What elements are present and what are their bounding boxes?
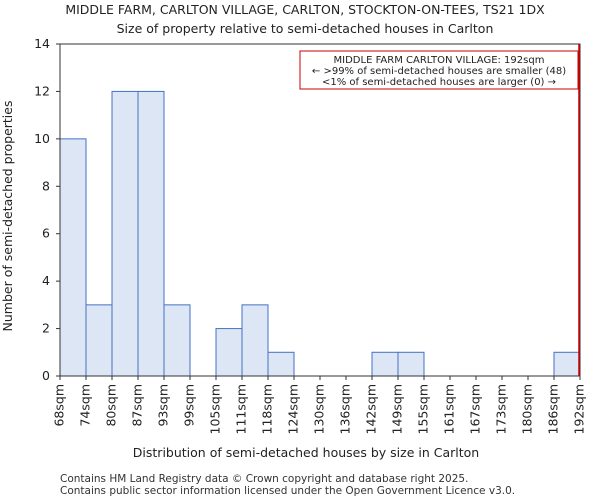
y-tick-label: 2 xyxy=(42,321,50,336)
annotation-line-1: MIDDLE FARM CARLTON VILLAGE: 192sqm xyxy=(334,55,545,66)
x-tick-label-167sqm: 167sqm xyxy=(468,384,483,434)
x-tick-label-111sqm: 111sqm xyxy=(234,384,249,434)
x-tick-label-142sqm: 142sqm xyxy=(364,384,379,434)
y-tick-label: 12 xyxy=(34,83,50,98)
bar-149sqm xyxy=(397,351,425,377)
y-tick-label: 8 xyxy=(42,178,50,193)
x-tick-label-173sqm: 173sqm xyxy=(494,384,509,434)
x-tick-label-161sqm: 161sqm xyxy=(442,384,457,434)
bar-93sqm xyxy=(163,304,191,377)
bar-118sqm xyxy=(267,351,295,377)
y-axis-ticks: 0 2 4 6 8 10 12 14 xyxy=(34,36,60,383)
annotation-line-2: ← >99% of semi-detached houses are small… xyxy=(312,66,566,77)
y-axis-label: Number of semi-detached properties xyxy=(0,101,15,332)
x-axis-ticks: 68sqm 74sqm 80sqm 87sqm 93sqm 99sqm 105sqm 111s… xyxy=(52,376,587,434)
x-tick-label-118sqm: 118sqm xyxy=(260,384,275,434)
x-tick-label-93sqm: 93sqm xyxy=(156,384,171,427)
annotation-line-3: <1% of semi-detached houses are larger (… xyxy=(322,77,556,88)
x-tick-label-180sqm: 180sqm xyxy=(520,384,535,434)
x-tick-label-186sqm: 186sqm xyxy=(546,384,561,434)
x-tick-label-155sqm: 155sqm xyxy=(416,384,431,434)
bar-74sqm xyxy=(85,304,113,377)
x-tick-label-192sqm: 192sqm xyxy=(572,384,587,434)
footer-line-2: Contains public sector information licen… xyxy=(60,485,515,497)
y-tick-label: 10 xyxy=(34,131,50,146)
annotation-box xyxy=(299,50,579,90)
x-tick-label-68sqm: 68sqm xyxy=(52,384,67,427)
y-tick-label: 14 xyxy=(34,36,50,51)
bar-68sqm xyxy=(59,138,87,377)
x-tick-label-130sqm: 130sqm xyxy=(312,384,327,434)
x-tick-label-87sqm: 87sqm xyxy=(130,384,145,427)
y-tick-label: 6 xyxy=(42,226,50,241)
x-tick-label-105sqm: 105sqm xyxy=(208,384,223,434)
plot-frame xyxy=(59,43,581,377)
bars-group xyxy=(59,90,581,377)
x-tick-label-74sqm: 74sqm xyxy=(78,384,93,427)
bar-105sqm xyxy=(215,328,243,377)
chart-title: MIDDLE FARM, CARLTON VILLAGE, CARLTON, S… xyxy=(65,2,545,17)
bar-87sqm xyxy=(137,90,165,377)
bar-111sqm xyxy=(241,304,269,377)
x-tick-label-149sqm: 149sqm xyxy=(390,384,405,434)
x-tick-label-99sqm: 99sqm xyxy=(182,384,197,427)
x-tick-label-80sqm: 80sqm xyxy=(104,384,119,427)
x-tick-label-136sqm: 136sqm xyxy=(338,384,353,434)
x-tick-label-124sqm: 124sqm xyxy=(286,384,301,434)
chart-subtitle: Size of property relative to semi-detach… xyxy=(117,21,494,36)
y-tick-label: 4 xyxy=(42,273,50,288)
footer-line-1: Contains HM Land Registry data © Crown c… xyxy=(60,473,468,485)
bar-142sqm xyxy=(371,351,399,377)
x-axis-label: Distribution of semi-detached houses by … xyxy=(133,445,479,460)
bar-80sqm xyxy=(111,90,139,377)
bar-186sqm xyxy=(553,351,581,377)
y-tick-label: 0 xyxy=(42,368,50,383)
